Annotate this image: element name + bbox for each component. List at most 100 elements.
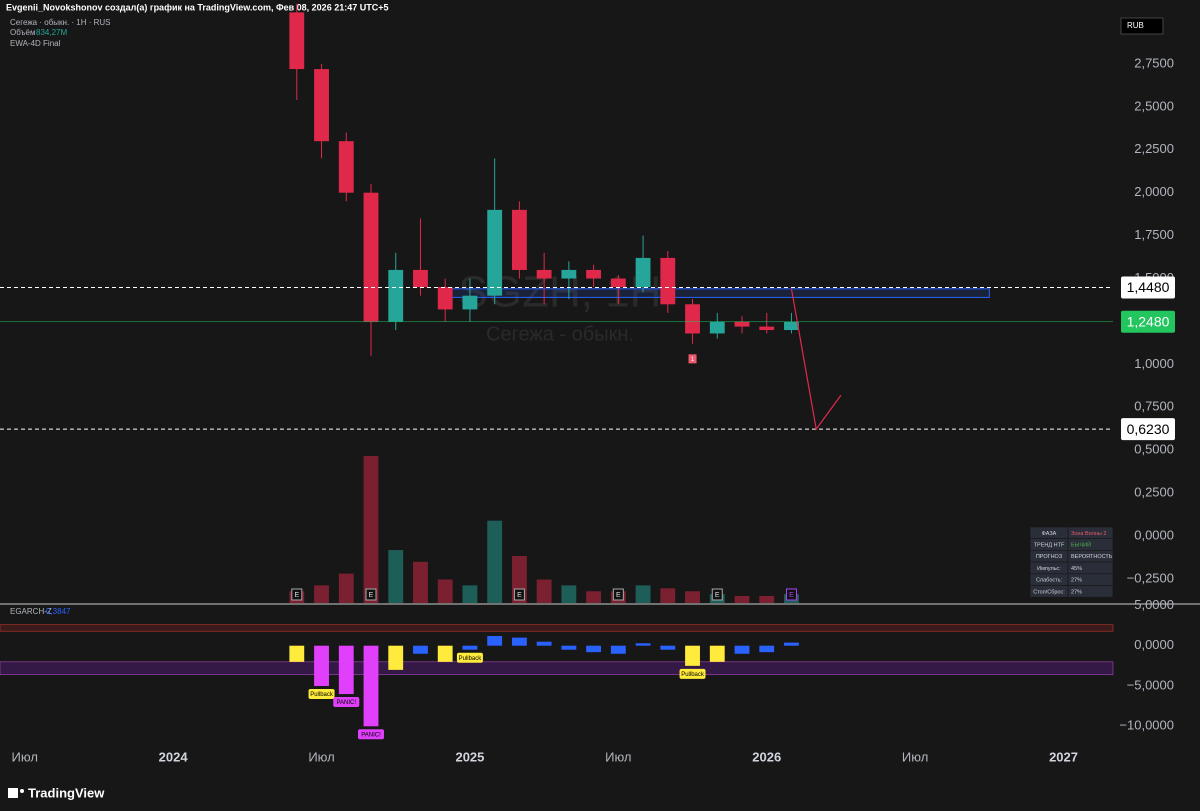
wave-label: 1 xyxy=(691,357,695,363)
header-title: Evgenii_Novokshonov создал(а) график на … xyxy=(6,2,388,12)
x-tick-label: 2027 xyxy=(1049,749,1078,764)
y-tick-label: 0,0000 xyxy=(1134,637,1174,652)
annotation-box xyxy=(308,689,335,699)
candle-body xyxy=(289,12,305,70)
event-label: E xyxy=(517,592,522,599)
candle-body xyxy=(561,269,577,279)
y-tick-label: 5,0000 xyxy=(1134,597,1174,612)
event-flag xyxy=(291,588,303,601)
lower-band xyxy=(0,661,1114,676)
osc-bar xyxy=(561,645,577,650)
annotation-box xyxy=(333,697,360,708)
table-text: ВЕРОЯТНОСТЬ xyxy=(1071,554,1113,560)
table-text: БЫЧИЙ xyxy=(1071,540,1091,548)
candle-body xyxy=(610,278,626,288)
candle-body xyxy=(536,269,552,279)
symbol-label: Сегежа · обыкн. · 1Н · RUS xyxy=(10,18,111,27)
table-text: Зона Волны 2 xyxy=(1071,531,1106,537)
candle-body xyxy=(511,209,527,270)
osc-bar xyxy=(289,645,305,662)
osc-bar xyxy=(610,645,626,654)
volume-bar xyxy=(338,573,354,603)
table-text: ПРОГНОЗ xyxy=(1036,554,1063,560)
osc-bar xyxy=(759,645,775,653)
candle-body xyxy=(784,321,799,331)
table-text: Слабость: xyxy=(1036,578,1063,584)
annotation-label: PANIC! xyxy=(361,732,381,738)
candle-body xyxy=(363,192,379,322)
volume-bar xyxy=(660,588,676,603)
volume-bar xyxy=(561,585,577,603)
volume-bar xyxy=(388,550,404,603)
osc-bar xyxy=(413,645,428,654)
y-tick-label: −0,2500 xyxy=(1127,570,1174,585)
volume-bar xyxy=(437,579,453,603)
candle-body xyxy=(388,269,404,322)
volume-bar xyxy=(462,585,478,603)
volume-bar xyxy=(487,520,503,603)
osc-bar xyxy=(784,642,799,646)
table-text: ТРЕНД HTF xyxy=(1034,542,1065,548)
annotation-box xyxy=(679,668,706,679)
volume-bar xyxy=(734,595,750,603)
event-label: E xyxy=(715,592,720,599)
volume-bar xyxy=(536,579,552,603)
candle-body xyxy=(759,326,775,331)
annotation-box xyxy=(358,729,384,740)
y-tick-label: 2,5000 xyxy=(1134,98,1174,113)
table-text: Стоп/Сброс: xyxy=(1033,589,1065,595)
osc-bar xyxy=(314,645,329,686)
x-tick-label: Июл xyxy=(902,749,928,764)
osc-bar xyxy=(635,643,651,646)
volume-bar xyxy=(413,561,428,603)
osc-bar xyxy=(462,645,478,650)
candle-body xyxy=(685,304,700,334)
candle-body xyxy=(660,257,676,305)
annotation-box xyxy=(456,652,483,663)
osc-bar xyxy=(536,641,552,646)
price-label-box xyxy=(1121,418,1175,441)
candle-body xyxy=(586,269,602,279)
footer-brand: TradingView xyxy=(28,785,105,800)
x-tick-label: Июл xyxy=(308,749,334,764)
y-tick-label: 2,2500 xyxy=(1134,141,1174,156)
event-flag xyxy=(365,588,377,601)
osc-bar xyxy=(511,637,527,646)
info-table: ФАЗА Зона Волны 2 ТРЕНД HTF БЫЧИЙ ПРОГНОЗ ВЕР… xyxy=(1029,526,1114,598)
volume-bar xyxy=(759,595,775,603)
y-tick-label: 0,5000 xyxy=(1134,442,1174,457)
event-flag xyxy=(513,588,525,601)
osc-title: EGARCH-Z xyxy=(10,607,52,616)
price-label-box xyxy=(1121,276,1175,299)
event-label: E xyxy=(789,592,794,599)
table-text: 45% xyxy=(1071,566,1082,572)
upper-band xyxy=(0,624,1114,632)
table-text: 27% xyxy=(1071,589,1082,595)
candle-body xyxy=(437,287,453,310)
osc-bar xyxy=(734,645,750,654)
osc-bar xyxy=(338,645,354,695)
y-tick-label: 0,2500 xyxy=(1134,485,1174,500)
price-label: 0,6230 xyxy=(1127,421,1170,437)
candle-body xyxy=(635,257,651,288)
event-label: E xyxy=(369,592,374,599)
annotation-label: PANIC! xyxy=(336,700,356,706)
x-tick-label: 2024 xyxy=(159,749,189,764)
osc-last-value: 0,3847 xyxy=(46,607,71,616)
y-tick-label: 0,0000 xyxy=(1134,527,1174,542)
osc-bar xyxy=(363,645,379,727)
volume-bar xyxy=(363,456,379,603)
osc-bar xyxy=(685,645,700,666)
indicator-label: EWA-4D Final xyxy=(10,39,61,48)
candle-body xyxy=(734,321,750,327)
y-tick-label: 1,0000 xyxy=(1134,356,1174,371)
annotation-label: Pullback xyxy=(681,672,705,678)
event-flag xyxy=(785,588,797,601)
currency: RUB xyxy=(1127,21,1144,30)
y-tick-label: 2,7500 xyxy=(1134,55,1174,70)
volume-bar xyxy=(314,585,329,603)
volume-bar xyxy=(635,585,651,603)
osc-bar xyxy=(709,645,725,662)
